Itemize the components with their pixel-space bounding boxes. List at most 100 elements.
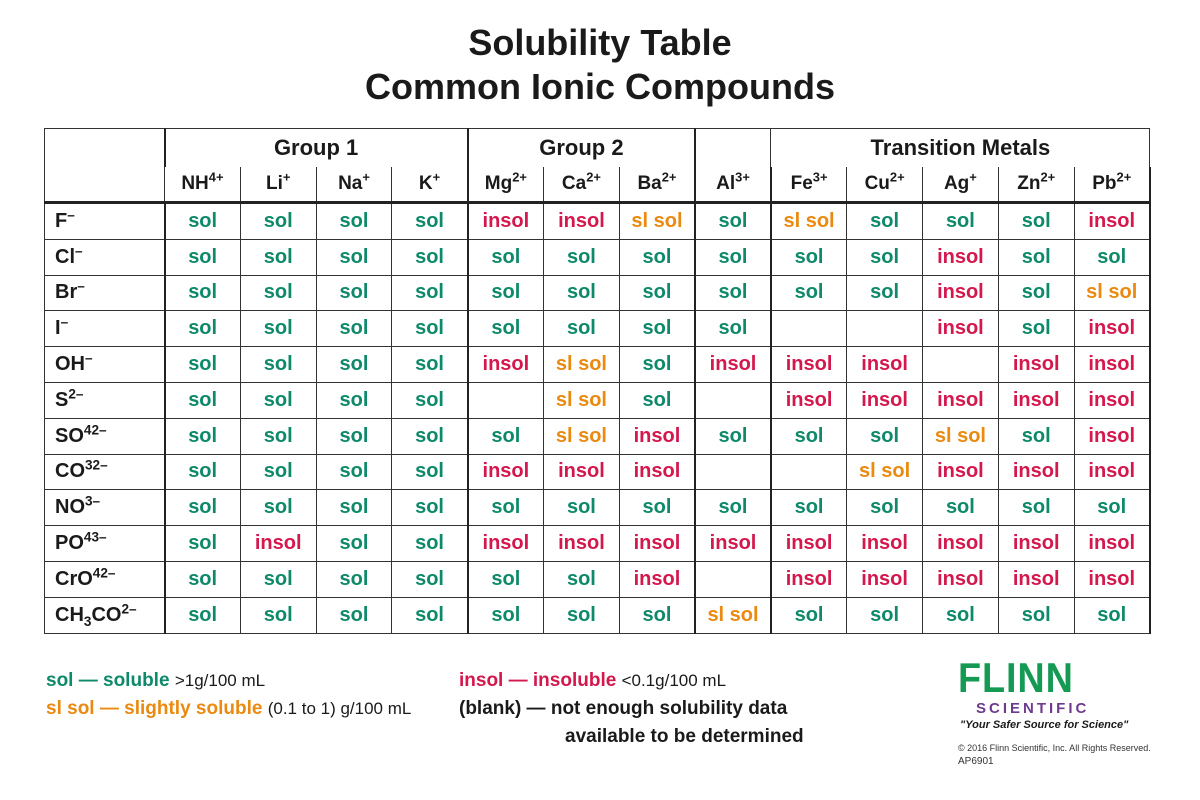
cation-header: Cu2+ bbox=[846, 167, 923, 204]
solubility-cell: insol bbox=[997, 346, 1075, 383]
solubility-cell: sl sol bbox=[618, 202, 697, 240]
anion-label: OH– bbox=[44, 346, 166, 383]
solubility-cell: sol bbox=[770, 238, 848, 276]
solubility-cell: insol bbox=[1073, 453, 1151, 491]
table-row: NO3– sol sol sol sol sol sol sol sol sol sol sol sol… bbox=[44, 489, 1151, 527]
solubility-cell: sol bbox=[391, 417, 469, 455]
solubility-cell: insol bbox=[618, 560, 697, 598]
solubility-cell: sol bbox=[315, 525, 393, 562]
legend-blank-line1: (blank) — not enough solubility data bbox=[459, 698, 788, 719]
solubility-cell bbox=[694, 560, 772, 598]
anion-label: S2– bbox=[44, 381, 166, 419]
solubility-cell: sol bbox=[164, 417, 241, 455]
solubility-cell: insol bbox=[997, 453, 1075, 491]
anion-label: CH3CO2– bbox=[44, 596, 166, 634]
solubility-cell: insol bbox=[694, 525, 772, 562]
solubility-cell: insol bbox=[1073, 310, 1151, 348]
solubility-cell: sol bbox=[618, 596, 697, 634]
solubility-cell: insol bbox=[467, 346, 545, 383]
solubility-cell: sol bbox=[694, 310, 772, 348]
anion-label: SO42– bbox=[44, 417, 166, 455]
solubility-cell: sol bbox=[618, 238, 697, 276]
solubility-cell bbox=[770, 310, 848, 348]
solubility-cell: sol bbox=[846, 596, 923, 634]
table-row: CO32– sol sol sol sol insol insol insol sl sol in… bbox=[44, 453, 1151, 491]
cation-header: NH4+ bbox=[164, 167, 241, 204]
solubility-cell: sol bbox=[164, 596, 241, 634]
solubility-cell: insol bbox=[922, 525, 999, 562]
cation-header: Zn2+ bbox=[997, 167, 1075, 204]
group-header-group1: Group 1 bbox=[163, 128, 469, 167]
solubility-cell: sol bbox=[164, 560, 241, 598]
legend-soluble: sol — soluble >1g/100 mL bbox=[46, 670, 265, 692]
cation-header: Fe3+ bbox=[770, 167, 848, 204]
solubility-cell: sol bbox=[391, 453, 469, 491]
group-header-transition: Transition Metals bbox=[770, 128, 1151, 167]
solubility-cell: sol bbox=[694, 202, 772, 240]
solubility-cell: insol bbox=[543, 202, 620, 240]
solubility-cell: sl sol bbox=[770, 202, 848, 240]
cation-header: Pb2+ bbox=[1073, 167, 1151, 204]
solubility-cell: insol bbox=[922, 381, 999, 419]
brand-block: FLINN SCIENTIFIC "Your Safer Source for … bbox=[958, 654, 1158, 768]
solubility-cell: insol bbox=[846, 381, 923, 419]
table-row: CrO42– sol sol sol sol sol sol insol insol insol i… bbox=[44, 560, 1151, 598]
cation-header: K+ bbox=[391, 167, 469, 204]
cation-header: Mg2+ bbox=[467, 167, 545, 204]
solubility-cell: insol bbox=[467, 525, 545, 562]
table-row: CH3CO2– sol sol sol sol sol sol sol sl sol sol sol… bbox=[44, 596, 1151, 634]
cation-header: Al3+ bbox=[694, 167, 772, 204]
solubility-cell: sol bbox=[391, 274, 469, 312]
solubility-cell: sol bbox=[239, 560, 317, 598]
solubility-cell: sol bbox=[846, 417, 923, 455]
solubility-cell: sol bbox=[315, 310, 393, 348]
solubility-cell: sol bbox=[770, 596, 848, 634]
solubility-cell: sol bbox=[239, 381, 317, 419]
table-row: S2– sol sol sol sol sl sol sol insol insol insol i… bbox=[44, 381, 1151, 419]
solubility-cell: sol bbox=[164, 489, 241, 527]
solubility-cell: sol bbox=[770, 417, 848, 455]
anion-label: Cl– bbox=[44, 238, 166, 276]
solubility-cell: insol bbox=[846, 525, 923, 562]
anion-label: NO3– bbox=[44, 489, 166, 527]
solubility-cell: sol bbox=[315, 596, 393, 634]
solubility-cell: sol bbox=[467, 596, 545, 634]
product-code: AP6901 bbox=[958, 756, 994, 767]
solubility-cell: insol bbox=[467, 453, 545, 491]
solubility-cell: sol bbox=[694, 238, 772, 276]
solubility-cell: sol bbox=[164, 202, 241, 240]
solubility-cell: insol bbox=[770, 381, 848, 419]
solubility-cell: insol bbox=[618, 417, 697, 455]
table-row: PO43– sol insol sol sol insol insol insol insol i… bbox=[44, 525, 1151, 562]
anion-label: PO43– bbox=[44, 525, 166, 562]
solubility-cell: insol bbox=[922, 310, 999, 348]
cation-header: Ba2+ bbox=[618, 167, 697, 204]
solubility-cell: sol bbox=[164, 453, 241, 491]
solubility-cell: sol bbox=[997, 238, 1075, 276]
solubility-cell: sol bbox=[618, 274, 697, 312]
legend-soluble-term: sol — soluble bbox=[46, 670, 170, 691]
solubility-cell: sol bbox=[922, 596, 999, 634]
solubility-cell: sol bbox=[1073, 596, 1151, 634]
solubility-cell: insol bbox=[239, 525, 317, 562]
solubility-cell: sol bbox=[543, 489, 620, 527]
solubility-cell: sol bbox=[694, 489, 772, 527]
anion-label: F– bbox=[44, 202, 166, 240]
brand-logo-sub: SCIENTIFIC bbox=[976, 700, 1090, 717]
solubility-cell: insol bbox=[1073, 346, 1151, 383]
solubility-cell: insol bbox=[846, 560, 923, 598]
brand-logo: FLINN bbox=[958, 654, 1074, 701]
table-row: OH– sol sol sol sol insol sl sol sol insol insol i… bbox=[44, 346, 1151, 383]
legend-insoluble: insol — insoluble <0.1g/100 mL bbox=[459, 670, 726, 692]
solubility-cell bbox=[694, 381, 772, 419]
solubility-cell: sol bbox=[770, 489, 848, 527]
legend-insoluble-term: insol — insoluble bbox=[459, 670, 617, 691]
solubility-cell: sol bbox=[694, 417, 772, 455]
solubility-cell: sol bbox=[391, 346, 469, 383]
copyright-text: © 2016 Flinn Scientific, Inc. All Rights… bbox=[958, 743, 1151, 753]
solubility-cell: sol bbox=[467, 238, 545, 276]
solubility-cell: sol bbox=[164, 525, 241, 562]
cation-header: Na+ bbox=[315, 167, 393, 204]
solubility-cell: sol bbox=[164, 381, 241, 419]
table-row: Br– sol sol sol sol sol sol sol sol sol sol insol so… bbox=[44, 274, 1151, 312]
